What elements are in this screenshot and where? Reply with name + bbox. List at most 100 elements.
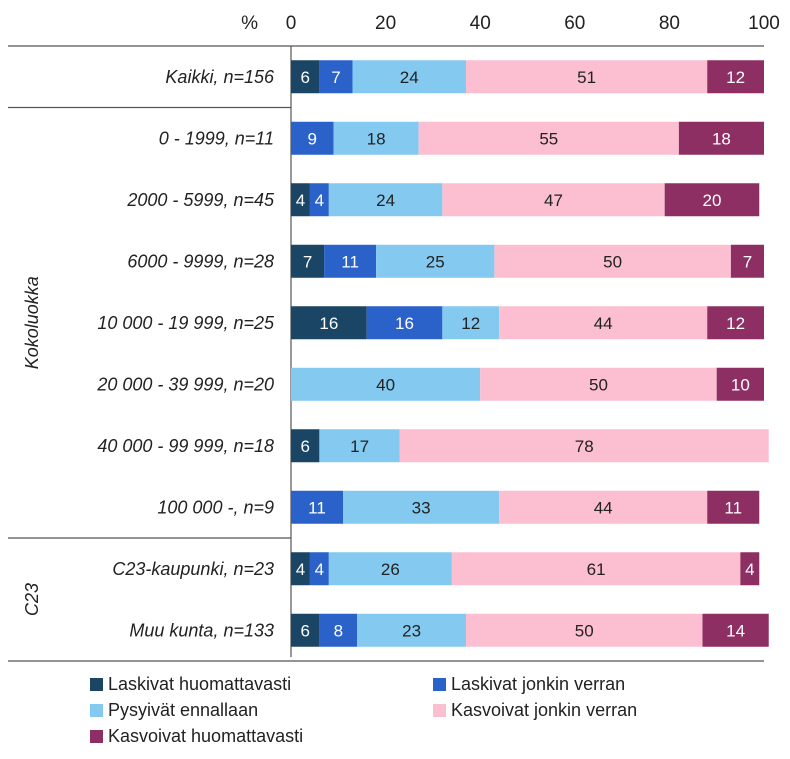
bar-segment xyxy=(291,552,310,586)
category-label: 40 000 - 99 999, n=18 xyxy=(97,436,274,456)
bar-value-label: 14 xyxy=(726,621,745,640)
bar-segment xyxy=(716,367,764,401)
bar-value-label: 50 xyxy=(603,252,622,271)
bar-value-label: 6 xyxy=(300,621,309,640)
bar-value-label: 12 xyxy=(461,314,480,333)
bar-value-label: 17 xyxy=(350,437,369,456)
bar-segment xyxy=(399,429,769,463)
bar-segment xyxy=(291,244,325,278)
bar-segment xyxy=(291,121,334,155)
bar-segment xyxy=(291,613,320,647)
bar-value-label: 4 xyxy=(296,560,305,579)
bar-segment xyxy=(707,490,760,524)
group-label: Kokoluokka xyxy=(22,276,42,369)
bar-value-label: 16 xyxy=(395,314,414,333)
category-label: 6000 - 9999, n=28 xyxy=(127,251,274,271)
bar-value-label: 7 xyxy=(743,252,752,271)
bar-value-label: 16 xyxy=(319,314,338,333)
bar-value-label: 4 xyxy=(296,191,305,210)
bar-segment xyxy=(291,306,367,340)
bar-segment xyxy=(494,244,731,278)
bar-value-label: 6 xyxy=(300,437,309,456)
bar-segment xyxy=(319,613,358,647)
bar-value-label: 11 xyxy=(341,252,359,271)
bar-value-label: 33 xyxy=(412,498,431,517)
bar-segment xyxy=(291,183,310,217)
bar-value-label: 61 xyxy=(587,560,606,579)
bar-segment xyxy=(366,306,443,340)
bar-value-label: 78 xyxy=(575,437,594,456)
bar-segment xyxy=(376,244,495,278)
bar-segment xyxy=(291,367,481,401)
category-label: 10 000 - 19 999, n=25 xyxy=(97,313,275,333)
x-axis-unit-label: % xyxy=(241,13,258,34)
bar-segment xyxy=(309,552,329,586)
bar-segment xyxy=(352,60,467,94)
bar-value-label: 4 xyxy=(315,191,324,210)
bar-value-label: 55 xyxy=(539,129,558,148)
bar-value-label: 24 xyxy=(400,68,419,87)
bar-segment xyxy=(702,613,769,647)
bar-segment xyxy=(480,367,717,401)
bar-value-label: 11 xyxy=(724,498,742,517)
x-tick-label: 100 xyxy=(748,13,780,34)
group-label: C23 xyxy=(22,583,42,616)
legend-swatch xyxy=(90,678,103,691)
x-tick-label: 60 xyxy=(564,13,585,34)
bar-segment xyxy=(309,183,329,217)
group-labels: Kokoluokka C23 xyxy=(22,276,42,616)
bar-value-label: 25 xyxy=(426,252,445,271)
category-label: Muu kunta, n=133 xyxy=(129,620,274,640)
bar-value-label: 40 xyxy=(376,375,395,394)
bar-segment xyxy=(442,183,665,217)
bar-value-label: 12 xyxy=(726,314,745,333)
category-label: 2000 - 5999, n=45 xyxy=(126,190,275,210)
bar-value-label: 24 xyxy=(376,191,395,210)
legend-swatch xyxy=(90,704,103,717)
legend-label: Kasvoivat huomattavasti xyxy=(108,726,303,746)
bar-value-label: 44 xyxy=(594,314,613,333)
bar-value-label: 50 xyxy=(589,375,608,394)
bar-value-label: 20 xyxy=(703,191,722,210)
legend-swatch xyxy=(433,704,446,717)
bar-value-label: 4 xyxy=(315,560,324,579)
bar-value-label: 51 xyxy=(577,68,596,87)
bar-segment xyxy=(291,60,320,94)
bar-segment xyxy=(499,490,708,524)
bar-segment xyxy=(678,121,764,155)
bar-value-label: 7 xyxy=(331,68,340,87)
bar-value-label: 4 xyxy=(745,560,754,579)
x-tick-label: 0 xyxy=(286,13,297,34)
legend: Laskivat huomattavasti Laskivat jonkin ve… xyxy=(90,674,637,746)
bar-value-label: 8 xyxy=(334,621,343,640)
bar-segment xyxy=(730,244,764,278)
bar-value-label: 18 xyxy=(712,129,731,148)
x-tick-label: 40 xyxy=(470,13,491,34)
bar-value-label: 7 xyxy=(303,252,312,271)
bar-value-label: 10 xyxy=(731,375,750,394)
category-label: C23-kaupunki, n=23 xyxy=(112,559,274,579)
legend-label: Kasvoivat jonkin verran xyxy=(451,700,637,720)
bar-value-label: 44 xyxy=(594,498,613,517)
bar-segment xyxy=(707,306,764,340)
bar-segment xyxy=(328,552,452,586)
bar-segment xyxy=(324,244,377,278)
legend-swatch xyxy=(90,730,103,743)
bar-segment xyxy=(442,306,500,340)
bar-value-label: 50 xyxy=(575,621,594,640)
bar-segment xyxy=(707,60,764,94)
bar-segment xyxy=(466,60,708,94)
bar-segment xyxy=(664,183,760,217)
legend-label: Laskivat jonkin verran xyxy=(451,674,625,694)
bar-value-label: 47 xyxy=(544,191,563,210)
bar-segment xyxy=(291,429,320,463)
x-axis-ticks: % 0 20 40 60 80 100 xyxy=(241,13,780,34)
category-label: Kaikki, n=156 xyxy=(165,67,275,87)
bar-segment xyxy=(343,490,500,524)
bar-segment xyxy=(418,121,679,155)
legend-swatch xyxy=(433,678,446,691)
bar-value-label: 23 xyxy=(402,621,421,640)
category-label: 20 000 - 39 999, n=20 xyxy=(96,374,274,394)
bar-value-label: 11 xyxy=(308,498,326,517)
